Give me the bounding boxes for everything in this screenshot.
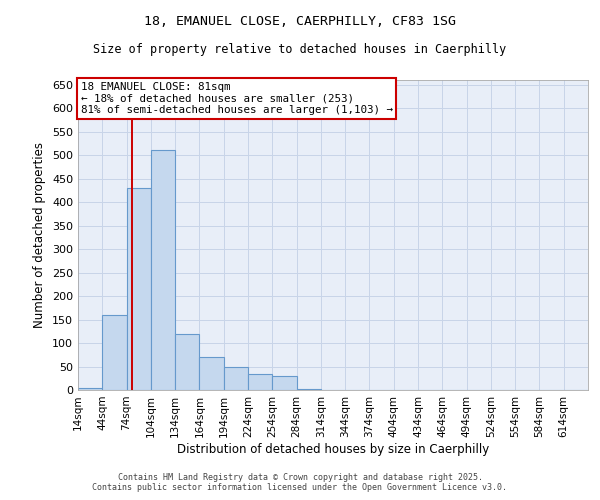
Text: 18 EMANUEL CLOSE: 81sqm
← 18% of detached houses are smaller (253)
81% of semi-d: 18 EMANUEL CLOSE: 81sqm ← 18% of detache… (80, 82, 392, 115)
Bar (272, 376, 296, 390)
Bar (175, 334, 199, 390)
Bar (151, 150, 175, 390)
Bar (248, 374, 272, 390)
Bar (102, 315, 127, 390)
Bar (224, 366, 248, 390)
Text: Size of property relative to detached houses in Caerphilly: Size of property relative to detached ho… (94, 42, 506, 56)
Y-axis label: Number of detached properties: Number of detached properties (34, 142, 46, 328)
Text: 18, EMANUEL CLOSE, CAERPHILLY, CF83 1SG: 18, EMANUEL CLOSE, CAERPHILLY, CF83 1SG (144, 15, 456, 28)
Bar (296, 389, 321, 390)
Bar (127, 188, 151, 390)
Text: Contains HM Land Registry data © Crown copyright and database right 2025.
Contai: Contains HM Land Registry data © Crown c… (92, 473, 508, 492)
Bar (199, 357, 224, 390)
Bar (78, 388, 102, 390)
X-axis label: Distribution of detached houses by size in Caerphilly: Distribution of detached houses by size … (177, 442, 489, 456)
